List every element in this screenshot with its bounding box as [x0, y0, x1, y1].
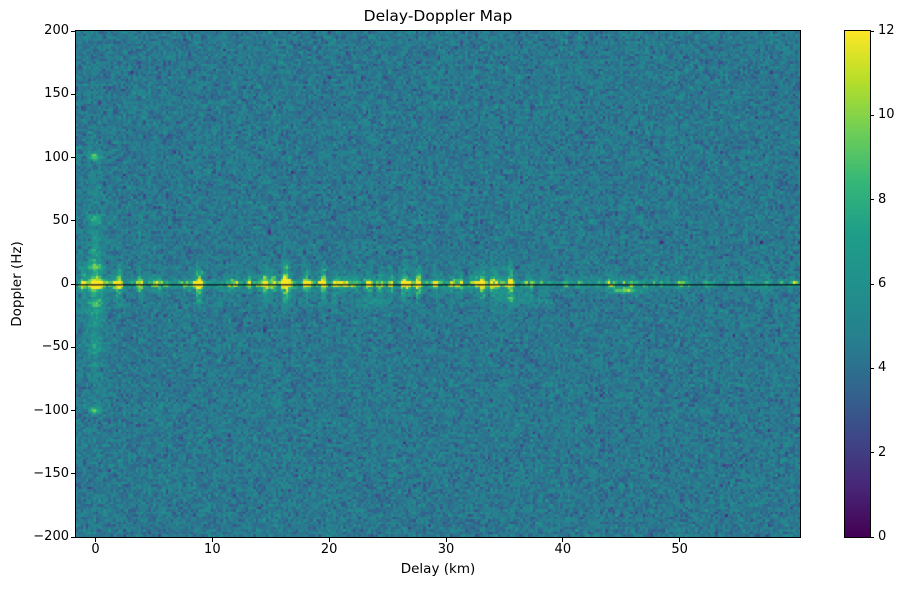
y-tick-label: 200	[44, 23, 69, 38]
colorbar-tick-label: 4	[878, 360, 887, 376]
y-tick-mark	[71, 473, 75, 475]
colorbar-tick-mark	[870, 536, 874, 538]
x-tick-mark	[562, 538, 564, 542]
heatmap-canvas	[76, 31, 800, 537]
colorbar-canvas	[845, 31, 870, 537]
colorbar-tick-mark	[870, 199, 874, 201]
y-tick-mark	[71, 157, 75, 158]
colorbar-tick-mark	[870, 30, 874, 32]
colorbar-tick-label: 12	[878, 23, 895, 38]
y-tick-label: −50	[41, 339, 69, 355]
colorbar-tick-mark	[870, 114, 874, 116]
chart-title: Delay-Doppler Map	[363, 7, 513, 25]
y-tick-mark	[71, 536, 75, 538]
y-tick-mark	[71, 93, 75, 95]
y-axis-label: Doppler (Hz)	[9, 241, 25, 327]
y-tick-label: 50	[52, 212, 69, 228]
x-tick-label: 10	[204, 542, 221, 557]
y-tick-label: 100	[44, 149, 69, 165]
x-tick-label: 40	[554, 542, 572, 557]
colorbar-tick-label: 0	[878, 529, 887, 544]
x-tick-mark	[679, 538, 681, 542]
colorbar-tick-mark	[870, 452, 874, 454]
y-tick-label: 0	[60, 276, 69, 291]
colorbar-tick-mark	[870, 283, 874, 285]
y-tick-mark	[71, 30, 75, 32]
y-tick-mark	[71, 346, 75, 348]
y-tick-label: −100	[33, 402, 69, 418]
y-tick-mark	[71, 410, 75, 411]
x-tick-label: 30	[437, 542, 455, 557]
y-tick-label: −150	[33, 465, 69, 481]
x-tick-mark	[95, 538, 96, 542]
x-tick-label: 0	[91, 542, 100, 557]
x-tick-label: 20	[320, 542, 338, 557]
colorbar-tick-label: 6	[878, 276, 887, 291]
y-tick-label: −200	[33, 529, 69, 544]
colorbar-tick-mark	[870, 367, 874, 369]
y-tick-label: 150	[44, 86, 69, 102]
x-tick-label: 50	[671, 542, 688, 557]
y-tick-mark	[71, 220, 75, 222]
x-tick-mark	[211, 538, 213, 542]
x-tick-mark	[328, 538, 330, 542]
x-tick-mark	[445, 538, 447, 542]
colorbar-tick-label: 10	[878, 107, 895, 123]
y-tick-mark	[71, 283, 75, 285]
colorbar-tick-label: 8	[878, 191, 887, 207]
x-axis-label: Delay (km)	[400, 561, 476, 577]
colorbar-tick-label: 2	[878, 444, 887, 460]
